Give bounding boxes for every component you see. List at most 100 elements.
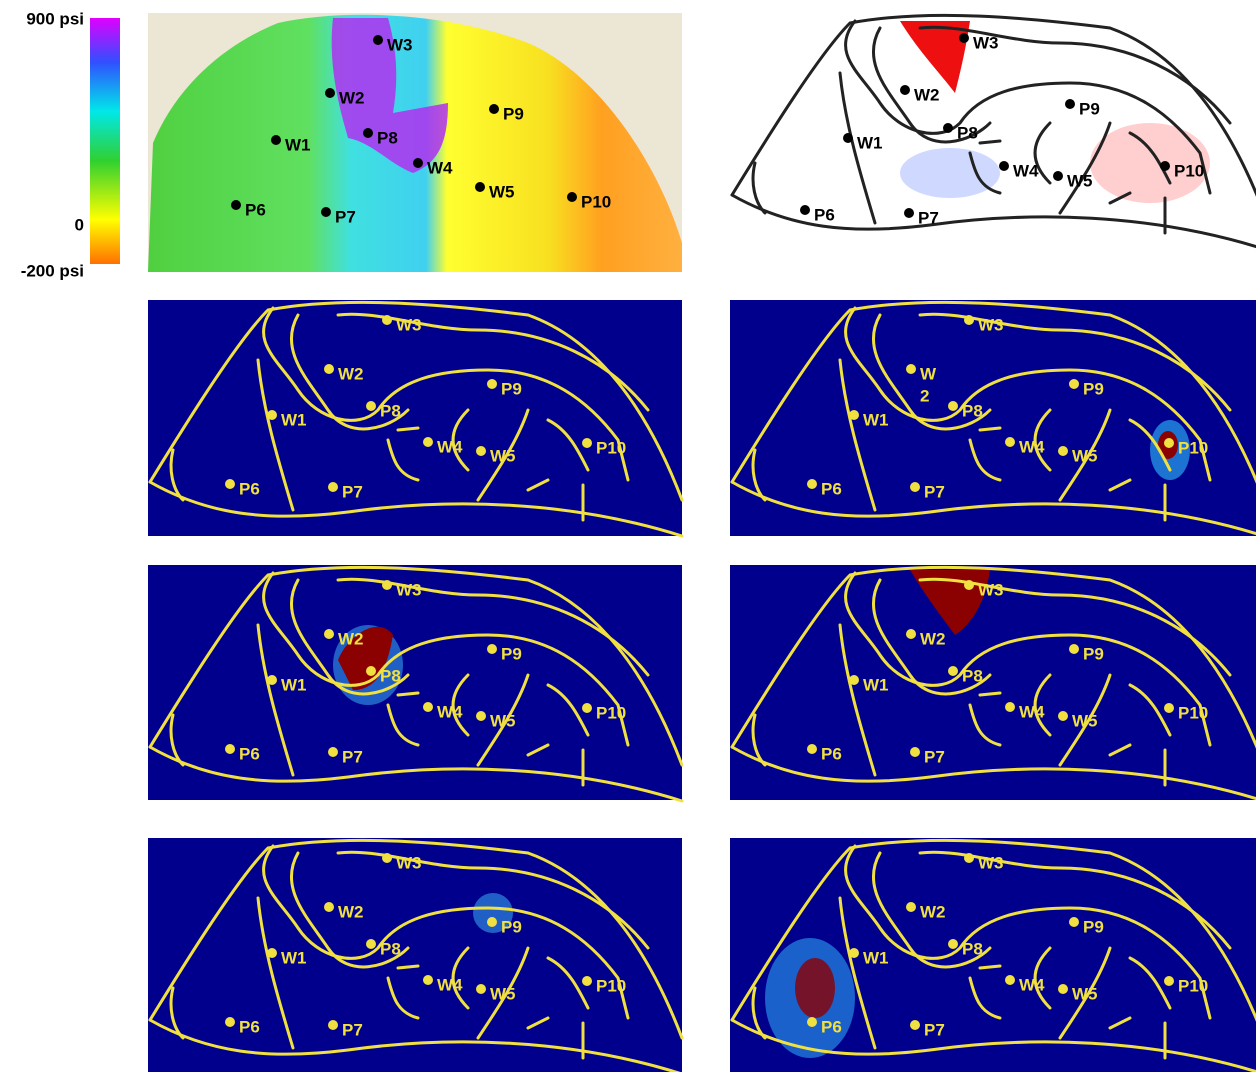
well-marker	[1069, 644, 1079, 654]
well-label: P9	[503, 104, 524, 123]
well-label: W5	[490, 984, 516, 1003]
well-marker	[487, 379, 497, 389]
well-label: W	[920, 364, 937, 383]
well-marker	[489, 104, 499, 114]
well-marker	[849, 675, 859, 685]
well-label: P7	[342, 1020, 363, 1039]
well-marker	[267, 675, 277, 685]
well-marker	[582, 438, 592, 448]
well-label: W1	[857, 133, 883, 152]
well-marker	[225, 1017, 235, 1027]
well-marker	[267, 948, 277, 958]
well-label: W2	[338, 629, 364, 648]
well-marker	[487, 644, 497, 654]
well-marker	[324, 902, 334, 912]
well-marker	[849, 948, 859, 958]
well-label: P6	[821, 744, 842, 763]
well-marker	[1160, 161, 1170, 171]
well-marker	[999, 161, 1009, 171]
pressure-map: W3 W2 W1 P8 W4 P9 W5 P10 P6 P7	[148, 13, 682, 272]
well-marker	[964, 853, 974, 863]
well-marker	[1069, 917, 1079, 927]
well-marker	[582, 703, 592, 713]
well-label: W5	[489, 182, 515, 201]
well-marker	[366, 939, 376, 949]
well-label: W1	[281, 675, 307, 694]
colorbar-zero: 0	[75, 215, 84, 234]
well-marker	[1164, 976, 1174, 986]
well-marker	[948, 666, 958, 676]
well-label: W2	[920, 902, 946, 921]
well-marker	[910, 747, 920, 757]
well-label: W1	[863, 675, 889, 694]
well-label: P7	[924, 482, 945, 501]
well-label: W4	[1019, 975, 1045, 994]
well-marker	[1005, 702, 1015, 712]
well-marker	[1065, 99, 1075, 109]
well-label: P7	[924, 747, 945, 766]
well-label: W1	[285, 135, 311, 154]
well-marker	[363, 128, 373, 138]
well-label: P6	[239, 479, 260, 498]
well-label: W1	[863, 410, 889, 429]
well-label: P6	[239, 1017, 260, 1036]
well-label: P7	[335, 207, 356, 226]
well-label: P8	[377, 128, 398, 147]
well-label: P9	[1083, 917, 1104, 936]
well-label: P7	[924, 1020, 945, 1039]
well-marker	[324, 364, 334, 374]
well-label: W1	[281, 410, 307, 429]
well-marker	[321, 207, 331, 217]
well-marker	[959, 33, 969, 43]
well-marker	[948, 401, 958, 411]
well-label: P6	[245, 200, 266, 219]
well-label: 2	[920, 386, 929, 405]
well-label: W4	[427, 158, 453, 177]
well-marker	[366, 666, 376, 676]
well-label: P9	[1079, 99, 1100, 118]
well-label: P10	[596, 703, 626, 722]
well-label: P8	[380, 401, 401, 420]
well-marker	[328, 1020, 338, 1030]
well-label: P8	[962, 401, 983, 420]
well-marker	[807, 479, 817, 489]
well-marker	[423, 437, 433, 447]
well-label: P9	[1083, 644, 1104, 663]
well-label: P10	[581, 192, 611, 211]
well-label: P8	[380, 939, 401, 958]
well-label: P8	[962, 939, 983, 958]
well-label: P8	[962, 666, 983, 685]
well-label: W5	[1072, 711, 1098, 730]
well-marker	[225, 479, 235, 489]
well-label: P10	[1178, 438, 1208, 457]
well-label: W3	[387, 35, 413, 54]
well-marker	[423, 975, 433, 985]
well-marker	[567, 192, 577, 202]
well-marker	[413, 158, 423, 168]
well-label: W2	[338, 902, 364, 921]
well-marker	[328, 482, 338, 492]
well-label: W2	[339, 88, 365, 107]
well-marker	[476, 711, 486, 721]
well-label: P10	[1178, 976, 1208, 995]
well-marker	[1058, 711, 1068, 721]
well-label: W3	[973, 33, 999, 52]
well-label: W5	[1067, 171, 1093, 190]
well-marker	[1058, 446, 1068, 456]
well-marker	[807, 744, 817, 754]
well-marker	[382, 315, 392, 325]
well-marker	[382, 580, 392, 590]
colorbar	[90, 18, 120, 264]
well-marker	[807, 1017, 817, 1027]
well-marker	[964, 580, 974, 590]
well-label: W3	[978, 853, 1004, 872]
well-marker	[476, 984, 486, 994]
well-marker	[373, 35, 383, 45]
well-label: P8	[380, 666, 401, 685]
well-marker	[231, 200, 241, 210]
well-label: W1	[863, 948, 889, 967]
well-label: W5	[1072, 446, 1098, 465]
